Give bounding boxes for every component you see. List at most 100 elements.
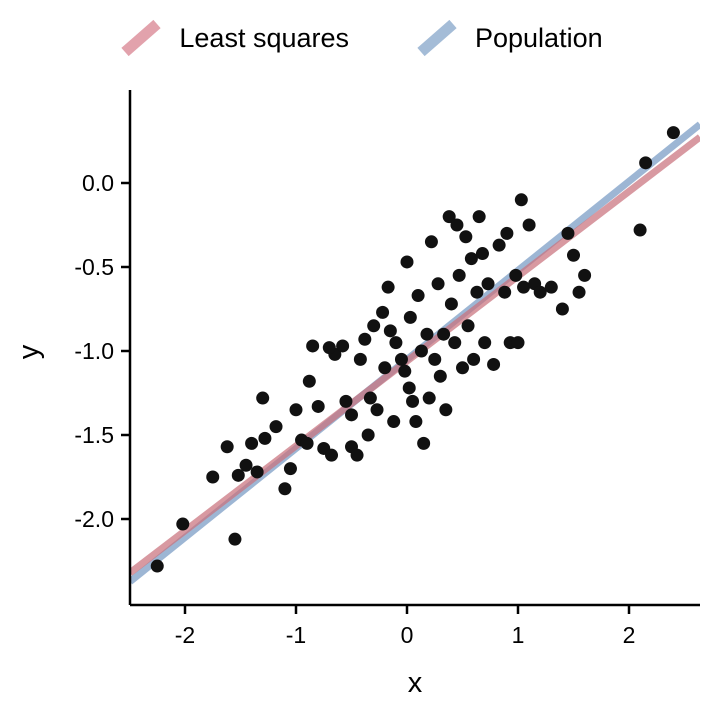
axes <box>121 90 700 614</box>
data-point <box>414 344 428 358</box>
data-point <box>345 408 358 422</box>
y-tick-label: -0.5 <box>74 254 114 280</box>
data-point <box>492 238 506 252</box>
data-point <box>444 297 458 311</box>
y-tick-label: -2.0 <box>74 506 114 532</box>
data-point <box>402 381 416 395</box>
data-point <box>361 428 375 442</box>
data-point <box>239 458 253 472</box>
data-point <box>428 352 442 366</box>
data-point <box>269 420 283 434</box>
tick-labels: -2 -1 0 1 2 0.0 -0.5 -1.0 -1.5 -2.0 <box>74 170 635 648</box>
data-point <box>376 305 390 319</box>
data-point <box>666 126 680 140</box>
data-point <box>420 327 434 341</box>
y-tick-label: -1.5 <box>74 422 114 448</box>
data-point <box>381 280 395 294</box>
data-point <box>487 357 501 371</box>
data-point <box>367 319 381 333</box>
x-tick-label: -2 <box>175 622 195 648</box>
data-point <box>633 223 647 237</box>
data-point <box>283 462 297 476</box>
data-point <box>339 394 353 408</box>
y-tick-label: 0.0 <box>82 170 114 196</box>
data-point <box>400 255 414 269</box>
data-point <box>206 470 220 484</box>
data-point <box>325 448 339 462</box>
least-squares-swatch-line <box>121 19 162 57</box>
data-point <box>522 218 536 232</box>
x-tick-label: 2 <box>623 622 636 648</box>
least-squares-line <box>130 134 700 576</box>
data-point <box>383 324 397 338</box>
data-point <box>256 391 270 405</box>
data-point <box>561 226 575 240</box>
data-point <box>459 230 473 244</box>
data-point <box>555 302 569 316</box>
data-point <box>456 361 469 375</box>
data-point <box>567 248 580 262</box>
data-point <box>472 210 486 224</box>
data-point <box>470 285 484 299</box>
data-point <box>422 391 436 405</box>
data-point <box>363 391 377 405</box>
y-tick-label: -1.0 <box>74 338 114 364</box>
data-point <box>231 468 245 482</box>
legend-label-population: Population <box>475 22 603 53</box>
scatter-plot: -2 -1 0 1 2 0.0 -0.5 -1.0 -1.5 -2.0 x y <box>13 90 700 699</box>
data-point <box>431 277 445 291</box>
data-point <box>403 310 417 324</box>
data-point <box>464 252 478 266</box>
data-point <box>394 352 408 366</box>
data-point <box>350 448 364 462</box>
data-point <box>517 280 531 294</box>
data-point <box>353 352 367 366</box>
data-points <box>150 126 680 573</box>
x-tick-label: 1 <box>512 622 525 648</box>
data-point <box>387 415 401 429</box>
legend: Least squares Population <box>0 16 720 60</box>
data-point <box>437 327 451 341</box>
data-point <box>389 336 403 350</box>
data-point <box>311 399 325 413</box>
data-point <box>514 193 528 207</box>
data-point <box>509 268 523 282</box>
x-tick-label: -1 <box>286 622 306 648</box>
y-axis-title: y <box>13 344 45 359</box>
data-point <box>322 341 336 355</box>
data-point <box>467 352 481 366</box>
data-point <box>481 277 495 291</box>
data-point <box>409 415 423 429</box>
data-point <box>150 559 164 573</box>
data-point <box>498 285 512 299</box>
data-point <box>639 156 653 170</box>
data-point <box>478 336 492 350</box>
data-point <box>439 403 453 417</box>
data-point <box>300 436 314 450</box>
data-point <box>278 482 292 496</box>
regression-lines <box>130 121 700 585</box>
data-point <box>250 465 264 479</box>
data-point <box>442 210 456 224</box>
x-tick-label: 0 <box>401 622 414 648</box>
data-point <box>452 268 466 282</box>
legend-label-least-squares: Least squares <box>179 22 349 53</box>
least-squares-line-swatch <box>121 19 162 57</box>
data-point <box>258 431 272 445</box>
data-point <box>398 364 412 378</box>
data-point <box>475 247 489 261</box>
data-point <box>424 235 438 249</box>
data-point <box>533 285 547 299</box>
data-point <box>461 319 475 333</box>
data-point <box>378 361 392 375</box>
data-point <box>245 436 259 450</box>
data-point <box>336 339 350 353</box>
data-point <box>289 403 303 417</box>
data-point <box>448 336 462 350</box>
data-point <box>306 339 320 353</box>
data-point <box>406 394 420 408</box>
data-point <box>500 226 514 240</box>
legend-item-population: Population <box>413 16 603 60</box>
data-point <box>433 369 447 383</box>
